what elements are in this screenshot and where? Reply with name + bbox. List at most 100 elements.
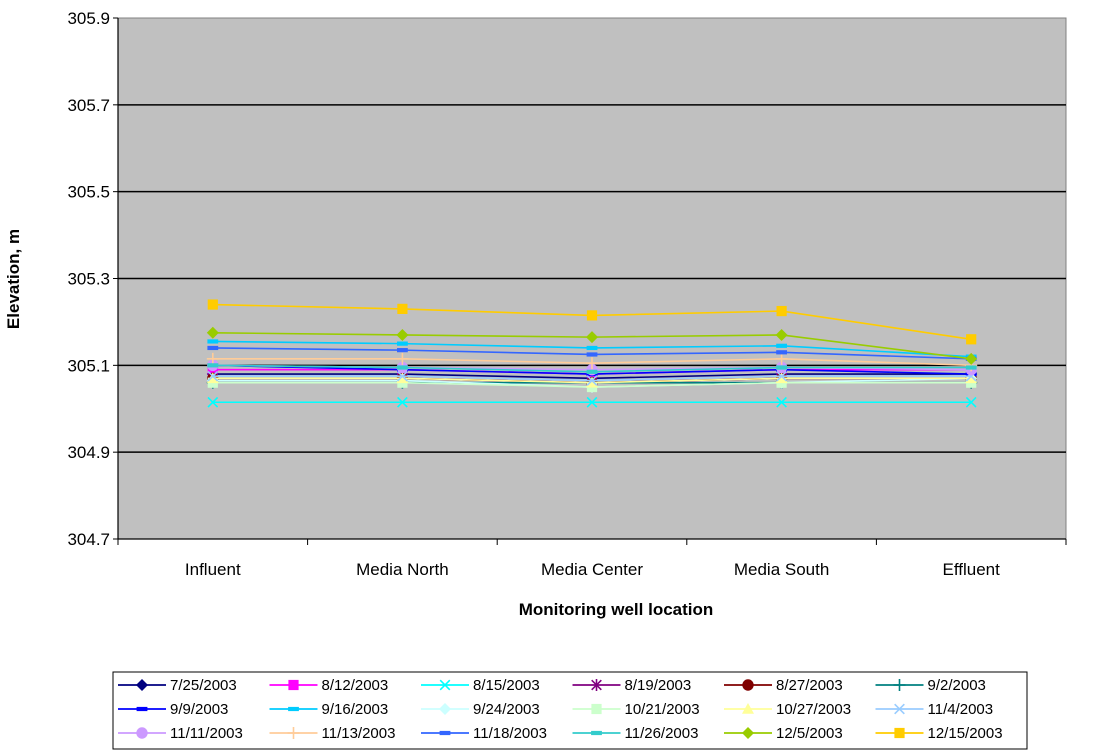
marker-stroke xyxy=(207,370,219,382)
legend-label: 8/15/2003 xyxy=(473,677,540,694)
legend-label: 9/16/2003 xyxy=(322,701,389,718)
marker-point xyxy=(136,679,148,691)
marker-point xyxy=(894,703,905,715)
legend-entry: 8/19/2003 xyxy=(572,677,692,694)
legend: 7/25/2003 8/12/2003 8/15/2003 8/19/2003 8/27… xyxy=(118,677,1003,742)
marker-point xyxy=(397,348,408,353)
legend-entry: 9/2/2003 xyxy=(875,677,986,694)
marker-point xyxy=(776,396,787,408)
legend-entry: 11/26/2003 xyxy=(572,725,699,742)
legend-entry: 10/27/2003 xyxy=(724,701,851,718)
x-tick-label: Effluent xyxy=(943,560,1001,579)
marker-point xyxy=(206,352,219,365)
series-12-5-2003 xyxy=(206,326,978,365)
series-group xyxy=(206,299,978,408)
marker-point xyxy=(207,363,219,368)
y-tick-label: 305.9 xyxy=(67,9,110,28)
x-tick-label: Media Center xyxy=(541,560,643,579)
legend-entry: 11/18/2003 xyxy=(421,725,547,742)
marker-stroke xyxy=(439,679,451,691)
y-tick-label: 305.7 xyxy=(67,96,110,115)
marker-point xyxy=(586,352,598,357)
marker-point xyxy=(397,303,408,314)
marker-point xyxy=(966,334,977,345)
legend-entry: 11/4/2003 xyxy=(875,701,994,718)
marker-point xyxy=(776,370,787,382)
marker-point xyxy=(207,345,219,351)
marker-point xyxy=(288,679,299,691)
legend-label: 8/19/2003 xyxy=(625,677,692,694)
series-11-4-2003 xyxy=(207,370,977,386)
marker-point xyxy=(396,328,409,341)
legend-entry: 8/12/2003 xyxy=(269,677,388,694)
series-8-15-2003 xyxy=(207,396,977,408)
marker-point xyxy=(396,352,409,365)
marker-point xyxy=(965,372,978,384)
marker-point xyxy=(742,727,754,739)
legend-entry: 12/5/2003 xyxy=(724,725,843,742)
marker-stroke xyxy=(586,396,598,408)
legend-entry: 10/21/2003 xyxy=(572,701,700,718)
legend-box xyxy=(112,671,1028,750)
marker-point xyxy=(207,339,219,344)
marker-point xyxy=(776,343,787,348)
marker-point xyxy=(207,299,218,310)
legend-entry: 8/15/2003 xyxy=(421,677,540,694)
legend-label: 11/26/2003 xyxy=(625,725,699,742)
marker-point xyxy=(742,703,754,714)
legend-entry: 7/25/2003 xyxy=(118,677,237,694)
series-11-26-2003 xyxy=(207,363,977,374)
legend-label: 9/2/2003 xyxy=(928,677,986,694)
marker-stroke xyxy=(965,396,977,408)
marker-point xyxy=(397,396,408,408)
x-tick-label: Media South xyxy=(734,560,829,579)
series-11-13-2003 xyxy=(206,352,978,372)
marker-stroke xyxy=(776,370,787,382)
legend-label: 12/15/2003 xyxy=(928,725,1003,742)
marker-point xyxy=(742,679,754,691)
legend-label: 7/25/2003 xyxy=(170,677,237,694)
legend-label: 9/9/2003 xyxy=(170,701,228,718)
marker-point xyxy=(776,305,787,317)
marker-stroke xyxy=(397,370,408,382)
marker-point xyxy=(965,396,977,408)
legend-label: 11/4/2003 xyxy=(928,701,994,718)
legend-entry: 12/15/2003 xyxy=(875,725,1003,742)
legend-entry: 8/27/2003 xyxy=(724,677,843,694)
marker-point xyxy=(586,310,598,321)
marker-point xyxy=(591,730,602,736)
marker-point xyxy=(288,706,299,712)
legend-label: 11/18/2003 xyxy=(473,725,547,742)
marker-point xyxy=(776,365,787,370)
series-12-15-2003 xyxy=(207,299,977,345)
marker-point xyxy=(586,357,598,370)
marker-point xyxy=(586,345,598,351)
legend-label: 10/27/2003 xyxy=(776,701,851,718)
marker-point xyxy=(439,703,451,715)
marker-point xyxy=(439,679,451,691)
legend-entry: 9/24/2003 xyxy=(421,701,540,718)
marker-point xyxy=(591,679,602,691)
legend-entry: 11/13/2003 xyxy=(269,725,395,742)
marker-point xyxy=(206,326,219,339)
marker-point xyxy=(207,396,219,408)
marker-point xyxy=(775,372,788,384)
legend-entry: 9/9/2003 xyxy=(118,701,228,718)
x-axis-title: Monitoring well location xyxy=(519,600,714,619)
marker-point xyxy=(397,341,408,346)
legend-label: 10/21/2003 xyxy=(625,701,700,718)
legend-entry: 9/16/2003 xyxy=(269,701,389,718)
y-tick-label: 304.7 xyxy=(67,530,110,549)
marker-point xyxy=(136,727,148,739)
axes xyxy=(117,18,1067,545)
marker-point xyxy=(586,396,598,408)
marker-point xyxy=(776,350,787,355)
y-axis-tick-labels: 305.9 305.7 305.5 305.3 305.1 304.9 304.7 xyxy=(67,9,110,549)
series-10-27-2003 xyxy=(206,372,978,388)
marker-point xyxy=(136,706,148,712)
marker-point xyxy=(439,730,451,736)
marker-stroke xyxy=(776,396,787,408)
legend-label: 11/11/2003 xyxy=(170,725,243,742)
marker-stroke xyxy=(586,375,598,386)
y-tick-label: 305.3 xyxy=(67,270,110,289)
